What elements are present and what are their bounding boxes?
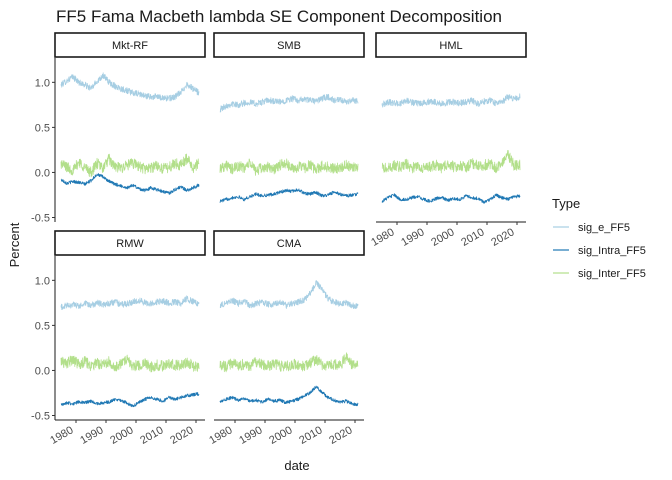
series-line-sig_Intra_FF5: [219, 385, 359, 407]
x-tick-label: 2010: [138, 424, 165, 447]
chart-title: FF5 Fama Macbeth lambda SE Component Dec…: [56, 7, 502, 26]
facet-strip: [213, 230, 365, 256]
series-line-sig_Intra_FF5: [60, 173, 200, 195]
y-tick-label: 1.0: [35, 275, 50, 287]
x-tick-label: 2000: [267, 424, 294, 447]
x-tick-label: 2000: [429, 226, 456, 249]
y-tick-label: 1.0: [35, 77, 50, 89]
series-line-sig_e_FF5: [381, 93, 521, 108]
series-line-sig_Inter_FF5: [219, 158, 359, 176]
x-axis-title: date: [284, 458, 309, 473]
y-tick-label: -0.5: [31, 410, 50, 422]
legend: Type sig_e_FF5 sig_Intra_FF5 sig_Inter_FF5: [552, 196, 646, 280]
x-tick-label: 1990: [237, 424, 264, 447]
facet-strip: [375, 32, 527, 58]
series-line-sig_Intra_FF5: [381, 193, 521, 204]
series-line-sig_e_FF5: [219, 93, 359, 113]
facet-strip: [54, 32, 206, 58]
x-tick-label: 2010: [297, 424, 324, 447]
x-tick-label: 2000: [108, 424, 135, 447]
legend-label-sig_e_FF5: sig_e_FF5: [578, 222, 630, 234]
legend-label-sig_Intra_FF5: sig_Intra_FF5: [578, 245, 646, 257]
legend-title: Type: [552, 196, 580, 211]
y-tick-label: 0.0: [35, 167, 50, 179]
series-line-sig_Inter_FF5: [219, 352, 359, 373]
facet-panel-hml: HML 1980 1990 2000 2010 2020: [369, 32, 527, 249]
series-line-sig_e_FF5: [60, 295, 200, 311]
x-tick-label: 1990: [78, 424, 105, 447]
y-tick-label: 0.0: [35, 365, 50, 377]
y-tick-label: 0.5: [35, 320, 50, 332]
x-tick-label: 2020: [489, 226, 516, 249]
legend-label-sig_Inter_FF5: sig_Inter_FF5: [578, 268, 646, 280]
x-tick-label: 1980: [369, 226, 396, 249]
series-line-sig_e_FF5: [60, 72, 200, 102]
series-line-sig_Inter_FF5: [381, 150, 521, 174]
facet-strip: [54, 230, 206, 256]
y-tick-label: 0.5: [35, 122, 50, 134]
x-tick-label: 1990: [399, 226, 426, 249]
facet-strip-label: RMW: [116, 238, 144, 250]
facet-strip-label: SMB: [277, 40, 301, 52]
x-tick-label: 1980: [207, 424, 234, 447]
facet-strip-label: CMA: [277, 238, 302, 250]
facet-strip-label: Mkt-RF: [112, 40, 148, 52]
facet-panel-cma: CMA 1980 1990 2000 2010 2020: [207, 230, 365, 447]
x-tick-label: 2020: [168, 424, 195, 447]
facet-panel-mkt-rf: Mkt-RF -0.5 0.0 0.5 1.0: [31, 32, 206, 224]
y-axis-title: Percent: [7, 222, 22, 267]
series-line-sig_e_FF5: [219, 280, 359, 309]
x-tick-label: 2020: [327, 424, 354, 447]
x-tick-label: 1980: [48, 424, 75, 447]
facet-panel-rmw: RMW -0.5 0.0 0.5 1.0 1980 1990 2000 2010 2020: [31, 230, 206, 447]
series-line-sig_Intra_FF5: [219, 188, 359, 203]
x-tick-label: 2010: [459, 226, 486, 249]
facet-strip: [213, 32, 365, 58]
series-line-sig_Inter_FF5: [60, 354, 200, 373]
y-tick-label: -0.5: [31, 212, 50, 224]
facet-panel-smb: SMB: [213, 32, 365, 203]
facet-strip-label: HML: [439, 40, 462, 52]
series-line-sig_Intra_FF5: [60, 392, 200, 408]
series-line-sig_Inter_FF5: [60, 153, 200, 178]
